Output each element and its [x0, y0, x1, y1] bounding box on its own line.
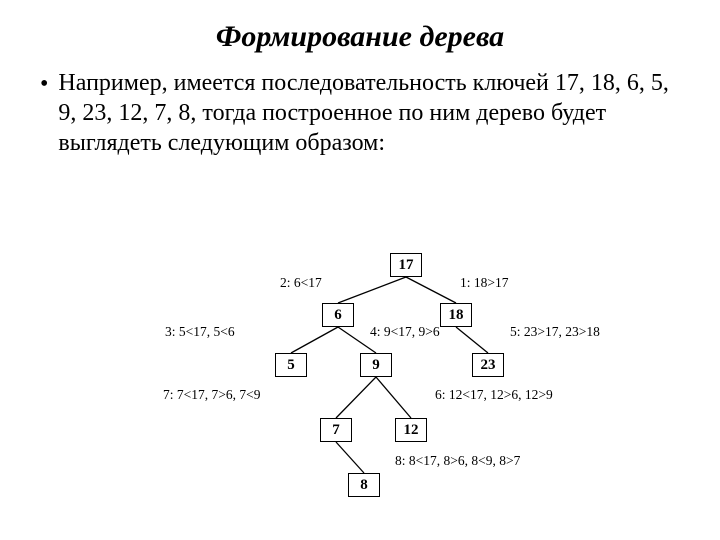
tree-annotation: 4: 9<17, 9>6: [370, 324, 440, 340]
tree-node: 12: [395, 418, 427, 442]
tree-edge: [376, 377, 411, 418]
tree-annotation: 5: 23>17, 23>18: [510, 324, 600, 340]
tree-edge: [291, 327, 338, 353]
tree-annotation: 3: 5<17, 5<6: [165, 324, 235, 340]
tree-edge: [338, 277, 406, 303]
tree-node: 5: [275, 353, 307, 377]
tree-edges: [0, 0, 720, 540]
tree-node: 18: [440, 303, 472, 327]
tree-diagram: 17 6 18 5 9 23 7 12 8 2: 6<17 1: 18>17 3: 5<17, 5<6…: [0, 0, 720, 540]
tree-edge: [336, 442, 364, 473]
tree-node: 6: [322, 303, 354, 327]
tree-annotation: 1: 18>17: [460, 275, 509, 291]
tree-edge: [456, 327, 488, 353]
tree-edge: [336, 377, 376, 418]
tree-annotation: 6: 12<17, 12>6, 12>9: [435, 387, 553, 403]
tree-annotation: 7: 7<17, 7>6, 7<9: [163, 387, 260, 403]
tree-node: 9: [360, 353, 392, 377]
tree-annotation: 8: 8<17, 8>6, 8<9, 8>7: [395, 453, 520, 469]
tree-node: 23: [472, 353, 504, 377]
tree-node: 8: [348, 473, 380, 497]
tree-node: 17: [390, 253, 422, 277]
tree-annotation: 2: 6<17: [280, 275, 322, 291]
tree-node: 7: [320, 418, 352, 442]
tree-edge: [406, 277, 456, 303]
